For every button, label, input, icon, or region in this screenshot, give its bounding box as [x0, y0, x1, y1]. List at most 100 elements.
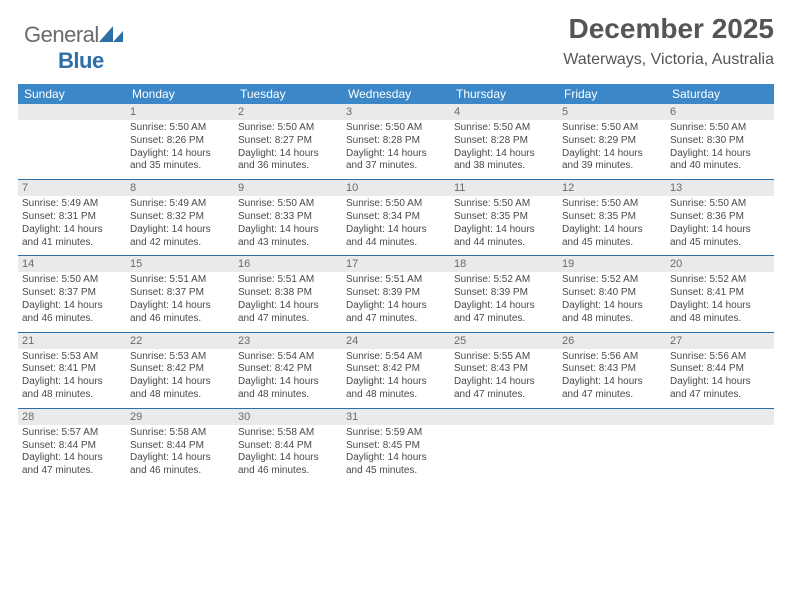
cell-line: Sunrise: 5:54 AM: [238, 351, 338, 364]
brand-text: General Blue: [24, 22, 125, 74]
cell-line: Sunrise: 5:50 AM: [670, 122, 770, 135]
calendar-cell: 3Sunrise: 5:50 AMSunset: 8:28 PMDaylight…: [342, 104, 450, 179]
date-number: 23: [234, 333, 342, 349]
cell-body: Sunrise: 5:49 AMSunset: 8:31 PMDaylight:…: [18, 196, 126, 255]
cell-line: Sunset: 8:32 PM: [130, 211, 230, 224]
cell-line: Daylight: 14 hours and 46 minutes.: [22, 300, 122, 326]
calendar-cell: 22Sunrise: 5:53 AMSunset: 8:42 PMDayligh…: [126, 332, 234, 408]
cell-line: Daylight: 14 hours and 37 minutes.: [346, 148, 446, 174]
day-header-friday: Friday: [558, 84, 666, 104]
cell-line: Sunset: 8:41 PM: [22, 363, 122, 376]
cell-line: Daylight: 14 hours and 36 minutes.: [238, 148, 338, 174]
cell-body: Sunrise: 5:59 AMSunset: 8:45 PMDaylight:…: [342, 425, 450, 484]
week-row: 7Sunrise: 5:49 AMSunset: 8:31 PMDaylight…: [18, 179, 774, 255]
cell-line: Sunrise: 5:56 AM: [562, 351, 662, 364]
calendar-cell: 23Sunrise: 5:54 AMSunset: 8:42 PMDayligh…: [234, 332, 342, 408]
cell-line: Sunset: 8:34 PM: [346, 211, 446, 224]
brand-logo: General Blue: [24, 22, 125, 74]
calendar-cell: 18Sunrise: 5:52 AMSunset: 8:39 PMDayligh…: [450, 255, 558, 331]
calendar-cell: 30Sunrise: 5:58 AMSunset: 8:44 PMDayligh…: [234, 408, 342, 484]
cell-line: Sunset: 8:37 PM: [22, 287, 122, 300]
cell-line: Daylight: 14 hours and 38 minutes.: [454, 148, 554, 174]
week-row: 21Sunrise: 5:53 AMSunset: 8:41 PMDayligh…: [18, 332, 774, 408]
calendar-cell: 5Sunrise: 5:50 AMSunset: 8:29 PMDaylight…: [558, 104, 666, 179]
cell-line: Daylight: 14 hours and 46 minutes.: [130, 452, 230, 478]
calendar-cell: [450, 408, 558, 484]
day-header-wednesday: Wednesday: [342, 84, 450, 104]
cell-body: Sunrise: 5:50 AMSunset: 8:35 PMDaylight:…: [558, 196, 666, 255]
cell-line: Daylight: 14 hours and 44 minutes.: [346, 224, 446, 250]
day-header-sunday: Sunday: [18, 84, 126, 104]
date-number: 14: [18, 256, 126, 272]
date-number: 30: [234, 409, 342, 425]
cell-line: Sunrise: 5:50 AM: [238, 198, 338, 211]
date-number: 11: [450, 180, 558, 196]
cell-line: Sunrise: 5:58 AM: [130, 427, 230, 440]
cell-body: Sunrise: 5:51 AMSunset: 8:38 PMDaylight:…: [234, 272, 342, 331]
cell-line: Sunset: 8:42 PM: [238, 363, 338, 376]
calendar-cell: 12Sunrise: 5:50 AMSunset: 8:35 PMDayligh…: [558, 179, 666, 255]
cell-body: Sunrise: 5:52 AMSunset: 8:39 PMDaylight:…: [450, 272, 558, 331]
calendar-cell: 29Sunrise: 5:58 AMSunset: 8:44 PMDayligh…: [126, 408, 234, 484]
cell-body: Sunrise: 5:53 AMSunset: 8:41 PMDaylight:…: [18, 349, 126, 408]
date-number: 16: [234, 256, 342, 272]
date-number: 6: [666, 104, 774, 120]
calendar-cell: [18, 104, 126, 179]
cell-line: Sunset: 8:36 PM: [670, 211, 770, 224]
cell-line: Sunset: 8:43 PM: [562, 363, 662, 376]
calendar-cell: 8Sunrise: 5:49 AMSunset: 8:32 PMDaylight…: [126, 179, 234, 255]
calendar-cell: 10Sunrise: 5:50 AMSunset: 8:34 PMDayligh…: [342, 179, 450, 255]
cell-line: Sunset: 8:39 PM: [454, 287, 554, 300]
cell-line: Sunrise: 5:52 AM: [562, 274, 662, 287]
calendar-cell: 2Sunrise: 5:50 AMSunset: 8:27 PMDaylight…: [234, 104, 342, 179]
cell-line: Sunset: 8:35 PM: [454, 211, 554, 224]
cell-line: Sunset: 8:45 PM: [346, 440, 446, 453]
cell-body: Sunrise: 5:53 AMSunset: 8:42 PMDaylight:…: [126, 349, 234, 408]
header-row: General Blue December 2025 Waterways, Vi…: [18, 14, 774, 74]
cell-body: Sunrise: 5:49 AMSunset: 8:32 PMDaylight:…: [126, 196, 234, 255]
cell-line: Sunset: 8:40 PM: [562, 287, 662, 300]
cell-line: Daylight: 14 hours and 47 minutes.: [22, 452, 122, 478]
day-header-row: SundayMondayTuesdayWednesdayThursdayFrid…: [18, 84, 774, 104]
cell-line: Sunrise: 5:50 AM: [130, 122, 230, 135]
week-row: 1Sunrise: 5:50 AMSunset: 8:26 PMDaylight…: [18, 104, 774, 179]
cell-line: Sunset: 8:44 PM: [130, 440, 230, 453]
date-number: [666, 409, 774, 425]
cell-line: Sunset: 8:44 PM: [238, 440, 338, 453]
cell-body: [18, 120, 126, 178]
page-title: December 2025: [563, 14, 774, 45]
calendar-cell: 26Sunrise: 5:56 AMSunset: 8:43 PMDayligh…: [558, 332, 666, 408]
cell-line: Daylight: 14 hours and 48 minutes.: [670, 300, 770, 326]
cell-line: Daylight: 14 hours and 48 minutes.: [130, 376, 230, 402]
cell-body: [450, 425, 558, 483]
date-number: [558, 409, 666, 425]
cell-line: Sunset: 8:43 PM: [454, 363, 554, 376]
cell-line: Sunset: 8:42 PM: [346, 363, 446, 376]
cell-line: Sunrise: 5:51 AM: [238, 274, 338, 287]
cell-line: Daylight: 14 hours and 46 minutes.: [130, 300, 230, 326]
calendar-cell: 16Sunrise: 5:51 AMSunset: 8:38 PMDayligh…: [234, 255, 342, 331]
cell-line: Sunrise: 5:52 AM: [454, 274, 554, 287]
date-number: 12: [558, 180, 666, 196]
cell-body: Sunrise: 5:54 AMSunset: 8:42 PMDaylight:…: [234, 349, 342, 408]
cell-line: Sunrise: 5:54 AM: [346, 351, 446, 364]
cell-body: Sunrise: 5:50 AMSunset: 8:36 PMDaylight:…: [666, 196, 774, 255]
date-number: 21: [18, 333, 126, 349]
brand-part1: General: [24, 22, 99, 47]
cell-line: Sunset: 8:33 PM: [238, 211, 338, 224]
date-number: 13: [666, 180, 774, 196]
cell-line: Daylight: 14 hours and 47 minutes.: [346, 300, 446, 326]
date-number: 20: [666, 256, 774, 272]
cell-line: Daylight: 14 hours and 47 minutes.: [562, 376, 662, 402]
cell-line: Daylight: 14 hours and 48 minutes.: [562, 300, 662, 326]
cell-line: Sunrise: 5:51 AM: [130, 274, 230, 287]
cell-line: Sunrise: 5:50 AM: [454, 198, 554, 211]
date-number: 8: [126, 180, 234, 196]
cell-line: Daylight: 14 hours and 45 minutes.: [562, 224, 662, 250]
cell-line: Daylight: 14 hours and 47 minutes.: [454, 376, 554, 402]
cell-line: Sunrise: 5:52 AM: [670, 274, 770, 287]
cell-line: Daylight: 14 hours and 45 minutes.: [670, 224, 770, 250]
cell-line: Daylight: 14 hours and 48 minutes.: [238, 376, 338, 402]
calendar-cell: 17Sunrise: 5:51 AMSunset: 8:39 PMDayligh…: [342, 255, 450, 331]
cell-line: Daylight: 14 hours and 41 minutes.: [22, 224, 122, 250]
